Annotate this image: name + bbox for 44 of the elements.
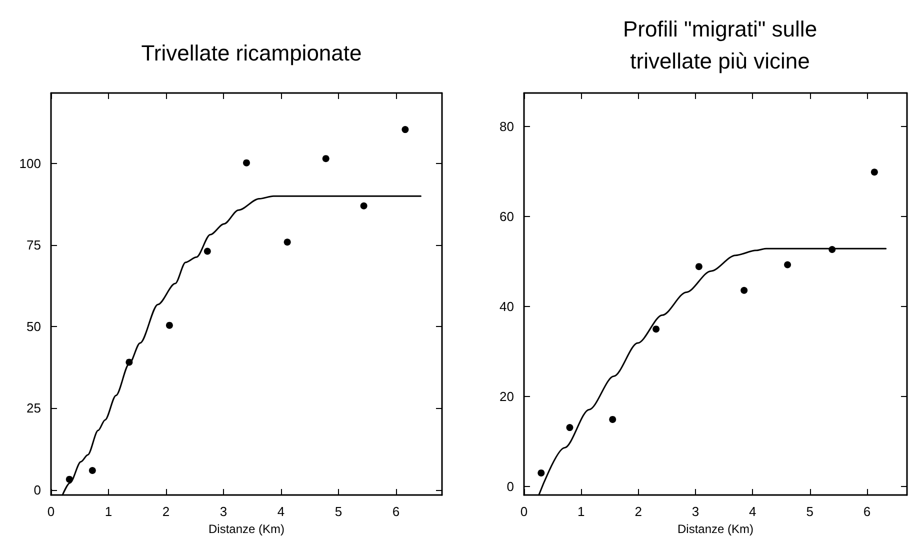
chart-title: Profili "migrati" sulle trivellate più vicine xyxy=(622,16,818,74)
y-tick-label: 20 xyxy=(500,389,514,404)
x-tick-label: 1 xyxy=(104,504,112,519)
point xyxy=(204,248,211,255)
point xyxy=(360,202,368,210)
y-tick-label: 25 xyxy=(26,400,41,416)
y-tick-label: 75 xyxy=(26,238,41,253)
y-tick-label: 0 xyxy=(34,482,41,498)
point xyxy=(322,155,330,162)
x-tick-label: 1 xyxy=(578,504,585,519)
point xyxy=(88,467,96,474)
point xyxy=(609,416,616,423)
x-axis-title: Distanze (Km) xyxy=(208,522,285,536)
x-tick-label: 3 xyxy=(692,504,700,519)
point xyxy=(402,126,409,134)
point xyxy=(870,168,878,176)
x-tick-label: 3 xyxy=(220,504,228,519)
y-tick-label: 40 xyxy=(500,299,514,314)
point xyxy=(740,286,748,294)
x-tick-label: 2 xyxy=(162,504,170,519)
x-tick-label: 4 xyxy=(277,504,285,519)
point xyxy=(695,263,702,270)
y-tick-label: 100 xyxy=(19,156,41,171)
x-tick-label: 2 xyxy=(634,504,642,519)
x-tick-label: 5 xyxy=(806,504,814,519)
point xyxy=(166,322,173,329)
x-tick-label: 6 xyxy=(863,504,871,519)
chart-title: Trivellate ricampionate xyxy=(141,40,362,66)
point xyxy=(538,469,545,476)
y-tick-label: 80 xyxy=(500,119,514,134)
point xyxy=(784,261,792,268)
y-tick-label: 50 xyxy=(26,319,41,334)
point xyxy=(652,326,660,333)
y-tick-label: 0 xyxy=(506,478,514,494)
point xyxy=(243,159,250,166)
point xyxy=(566,424,574,432)
x-axis-title: Distanze (Km) xyxy=(677,522,754,536)
point xyxy=(284,238,291,246)
y-tick-label: 60 xyxy=(500,209,514,224)
x-tick-label: 0 xyxy=(520,504,528,519)
x-tick-label: 4 xyxy=(749,504,756,519)
x-tick-label: 5 xyxy=(334,504,342,519)
x-tick-label: 6 xyxy=(392,504,400,519)
x-tick-label: 0 xyxy=(47,504,55,519)
